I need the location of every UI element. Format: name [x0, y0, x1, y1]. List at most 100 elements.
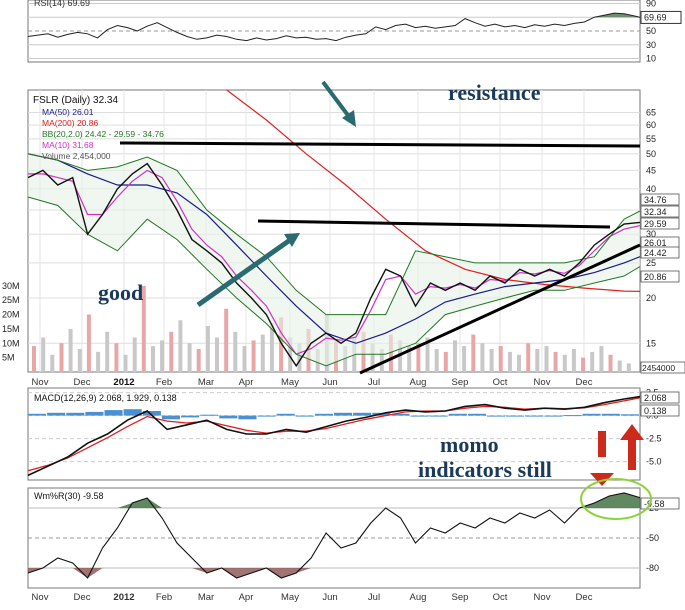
volume-bar	[462, 346, 467, 372]
price-x-tick-label: Oct	[493, 377, 508, 388]
williams-x-tick-label: Jul	[368, 592, 380, 603]
volume-bar	[388, 334, 393, 372]
volume-bar	[151, 346, 155, 372]
macd-histogram-bar	[467, 413, 486, 416]
price-x-tick-label: Jul	[368, 377, 380, 388]
macd-histogram-bar	[200, 414, 219, 416]
bb-lower-line	[27, 196, 641, 367]
volume-tick-label: 20M	[2, 310, 20, 320]
price-value-box	[640, 193, 680, 206]
volume-bar	[279, 317, 284, 372]
macd-histogram-bar	[410, 415, 429, 417]
macd-value-label: 2.068	[644, 393, 667, 403]
price-tick-label: 45	[646, 165, 656, 175]
rsi-value-label: 69.69	[644, 12, 667, 22]
volume-bar	[608, 354, 613, 373]
macd-histogram-bar	[276, 413, 295, 416]
volume-bar	[507, 351, 512, 372]
price-tick-label: 55	[646, 134, 656, 144]
volume-bar	[215, 337, 219, 372]
highlight-ellipse	[580, 478, 652, 520]
legend-ma50: MA(50) 26.01	[42, 107, 94, 117]
annotation-resistance: resistance	[448, 80, 541, 105]
price-x-tick-label: Sep	[452, 377, 469, 388]
volume-value-box	[640, 361, 685, 374]
price-line	[27, 162, 641, 368]
macd-hist-value-box	[640, 404, 680, 417]
macd-histogram-bar	[506, 415, 525, 417]
volume-bar	[86, 314, 91, 372]
price-x-tick-label: Jun	[322, 377, 337, 388]
price-x-tick-label: Dec	[74, 377, 91, 388]
volume-bar	[141, 285, 146, 373]
price-x-tick-label: Aug	[410, 377, 427, 388]
volume-bar	[498, 346, 503, 372]
volume-bar	[41, 337, 46, 372]
rsi-value-box	[640, 10, 682, 24]
volume-bar	[370, 343, 375, 373]
volume-tick-label: 25M	[2, 295, 20, 305]
volume-bar	[626, 363, 631, 372]
williams-x-tick-label: 2012	[113, 592, 134, 603]
williams-oversold-fill	[28, 568, 640, 578]
williams-x-tick-label: Mar	[198, 592, 214, 603]
williams-legend: Wm%R(30) -9.58	[34, 491, 104, 501]
macd-histogram-bar	[295, 415, 314, 417]
macd-histogram-bar	[334, 412, 353, 416]
volume-bar	[443, 351, 448, 372]
price-tick-label: 30	[646, 229, 656, 239]
macd-histogram-bar	[314, 413, 333, 416]
volume-bar	[32, 346, 36, 372]
volume-bar	[571, 349, 576, 372]
annotation-good: good	[98, 280, 143, 305]
macd-histogram-bar	[525, 415, 544, 417]
volume-bar	[599, 346, 604, 372]
price-value-label: 32.34	[644, 207, 667, 217]
volume-bar	[288, 337, 293, 372]
macd-histogram-bar	[85, 411, 104, 416]
volume-bar	[562, 354, 567, 373]
volume-bar	[297, 343, 302, 373]
volume-bar	[553, 351, 558, 372]
macd-hist-value-label: 0.138	[644, 406, 667, 416]
volume-bar	[269, 323, 274, 372]
volume-bar	[224, 308, 229, 373]
williams-x-tick-label: Aug	[410, 592, 427, 603]
volume-bar	[617, 360, 622, 372]
volume-bar	[434, 349, 439, 372]
williams-x-tick-label: Sep	[452, 592, 469, 603]
annotation-momo: momo	[440, 432, 499, 457]
price-value-label: 20.86	[644, 272, 667, 282]
price-tick-label: 60	[646, 120, 656, 130]
price-x-tick-label: Nov	[32, 377, 49, 388]
price-value-label: 29.59	[644, 219, 667, 229]
volume-value-label: 2454000	[642, 363, 675, 373]
volume-bar	[68, 328, 73, 372]
macd-histogram-bar	[487, 415, 506, 417]
macd-histogram-bar	[257, 415, 276, 417]
williams-value-label: -9.58	[644, 499, 665, 509]
price-tick-label: 50	[646, 149, 656, 159]
volume-tick-label: 15M	[2, 324, 20, 334]
macd-histogram-bar	[391, 413, 410, 416]
ma50-line	[27, 153, 641, 344]
macd-value-box	[640, 391, 680, 404]
macd-histogram-bar	[544, 415, 563, 417]
volume-bar	[343, 346, 348, 372]
williams-x-tick-label: Apr	[239, 592, 254, 603]
macd-histogram-bar	[47, 412, 66, 416]
price-value-box	[640, 205, 680, 218]
volume-bar	[471, 334, 476, 372]
volume-bar	[50, 354, 55, 373]
annotation-indicators-still: indicators still	[418, 457, 552, 482]
legend-ma200: MA(200) 20.86	[42, 118, 98, 128]
price-x-tick-label: Nov	[534, 377, 551, 388]
rsi-tick-label: 90	[646, 0, 656, 8]
price-value-label: 24.42	[644, 248, 667, 258]
volume-bar	[132, 337, 137, 372]
macd-histogram-bar	[181, 415, 200, 418]
volume-bar	[260, 334, 265, 372]
volume-bar	[581, 357, 586, 372]
volume-bar	[590, 351, 595, 372]
